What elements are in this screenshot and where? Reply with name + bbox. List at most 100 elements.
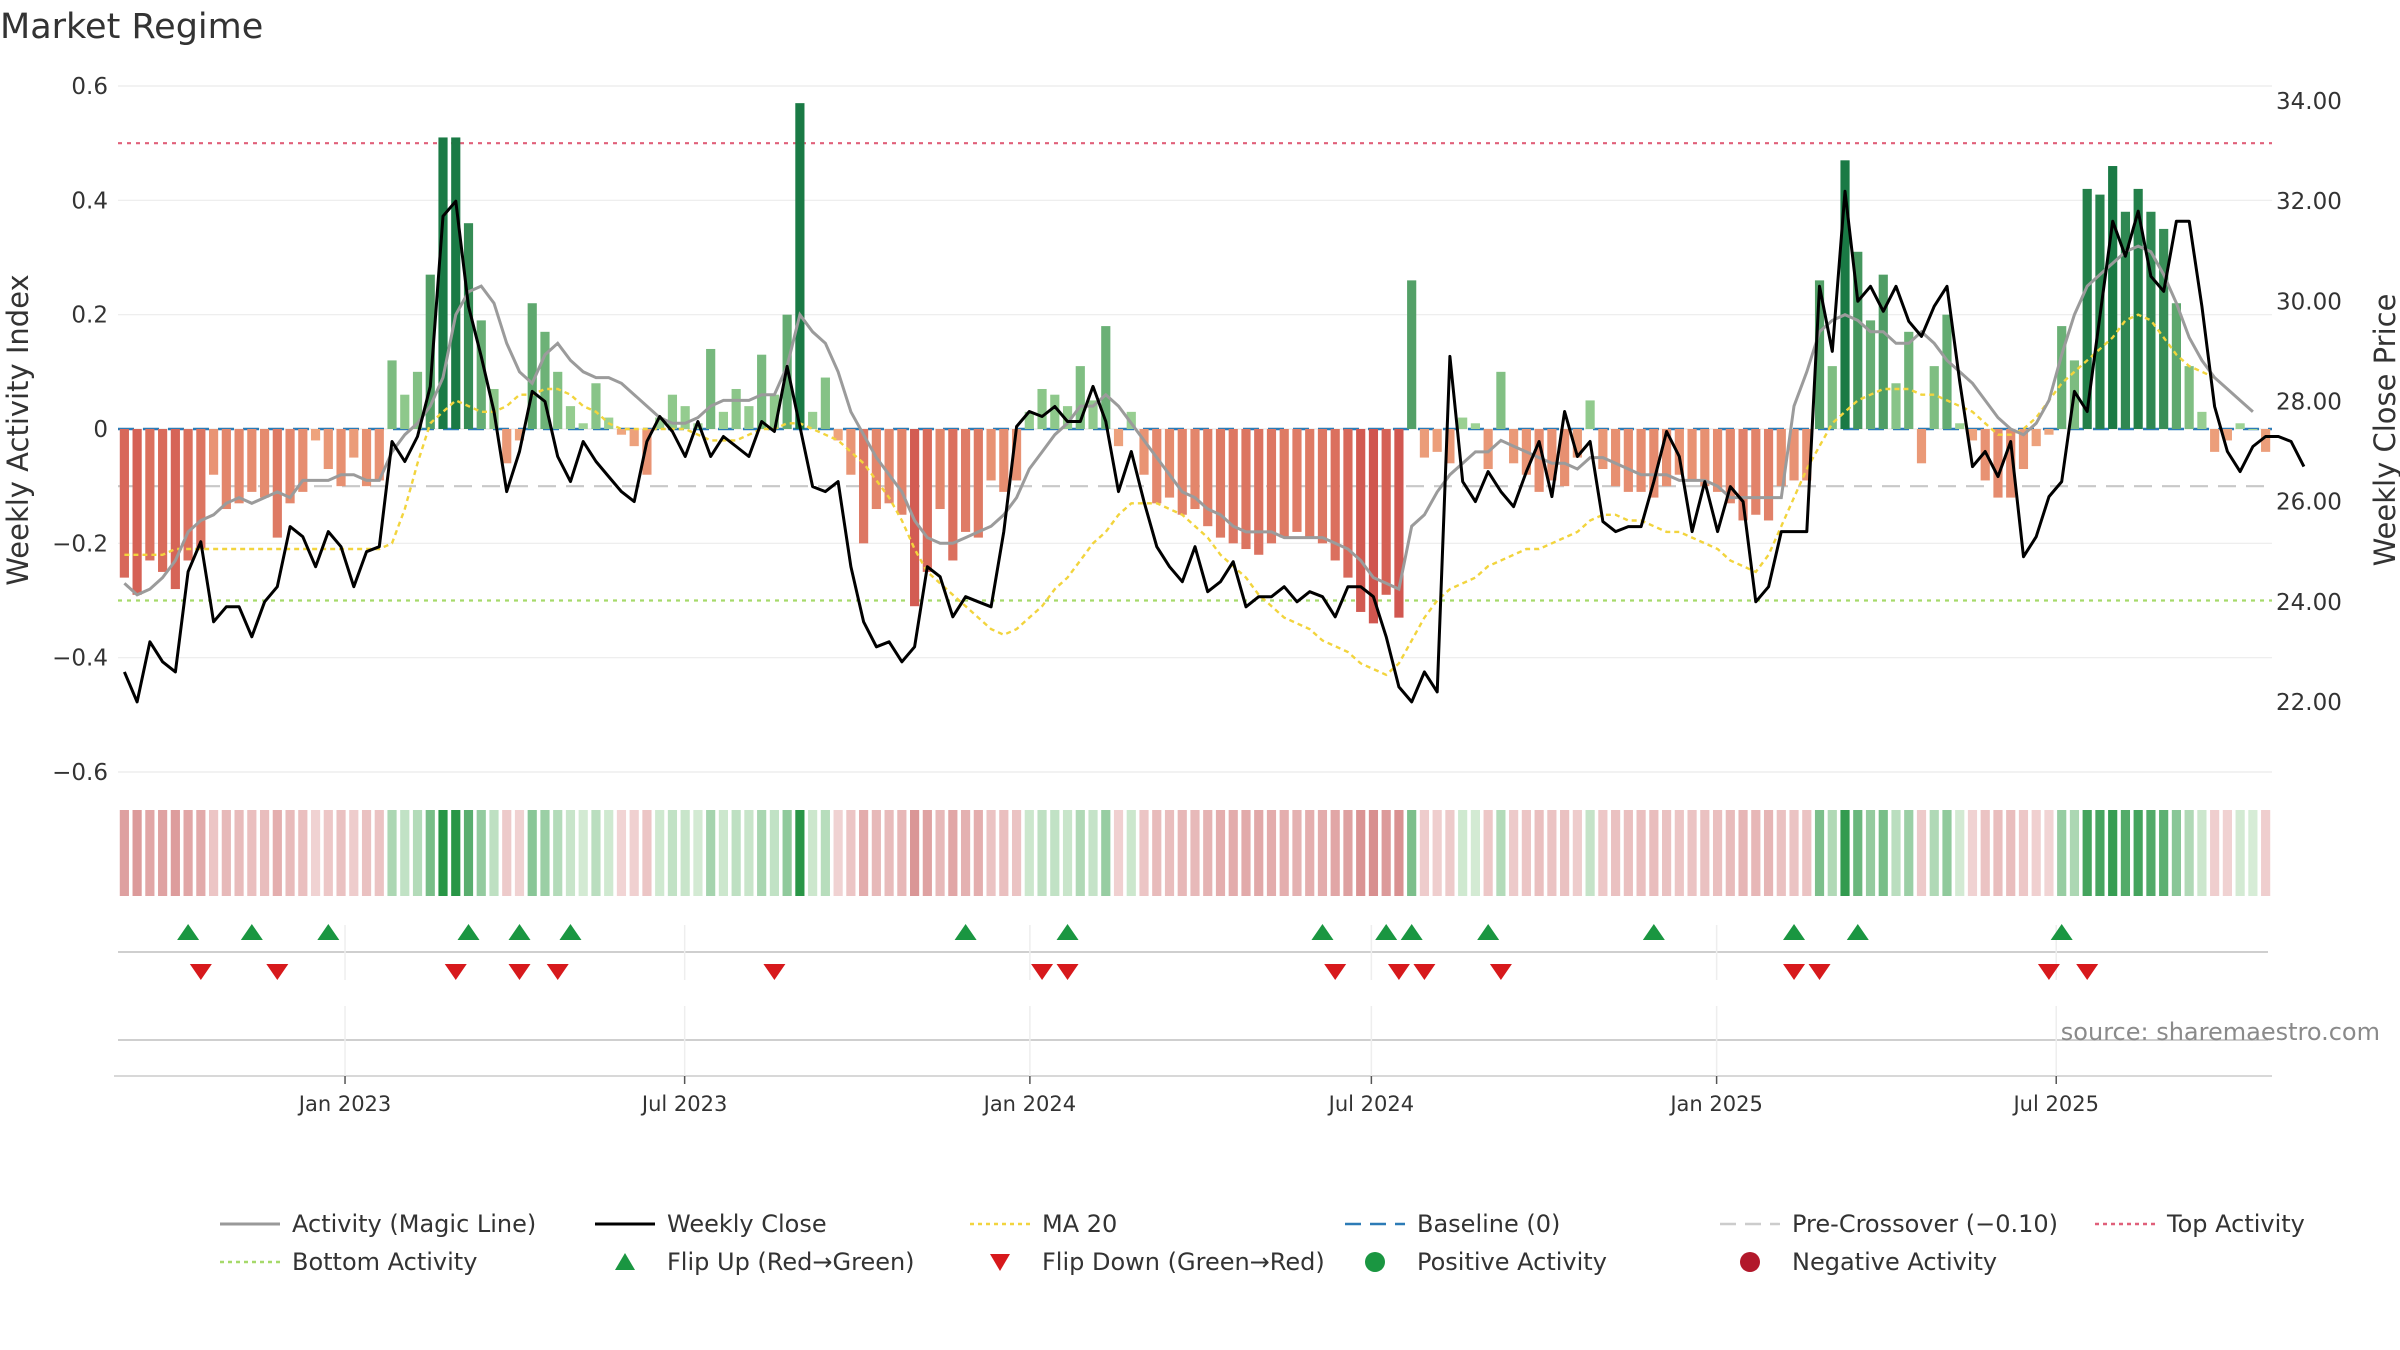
activity-bar bbox=[1483, 429, 1493, 470]
regime-cell bbox=[476, 810, 486, 896]
activity-bar bbox=[1011, 429, 1022, 481]
activity-bar bbox=[731, 388, 741, 429]
activity-bar bbox=[1381, 429, 1391, 595]
regime-cell bbox=[183, 810, 193, 896]
activity-bar bbox=[897, 429, 907, 515]
regime-cell bbox=[2235, 810, 2245, 896]
regime-cell bbox=[298, 810, 308, 896]
activity-bar bbox=[2120, 211, 2131, 429]
activity-bar bbox=[1585, 400, 1595, 429]
flip-up-marker bbox=[177, 924, 200, 940]
activity-bar bbox=[973, 429, 983, 538]
regime-cell bbox=[1062, 810, 1073, 896]
left-tick-label: −0.4 bbox=[52, 646, 108, 672]
activity-bar bbox=[2006, 429, 2016, 498]
activity-bar bbox=[1865, 320, 1876, 429]
regime-cell bbox=[1636, 810, 1646, 896]
activity-bar bbox=[769, 394, 779, 429]
regime-cell bbox=[1955, 810, 1965, 896]
activity-bar bbox=[1241, 429, 1251, 550]
regime-cell bbox=[642, 810, 652, 896]
activity-bar bbox=[1062, 406, 1073, 429]
flip-down-marker bbox=[266, 964, 289, 980]
regime-cell bbox=[1458, 810, 1468, 896]
regime-cell bbox=[1279, 810, 1289, 896]
activity-bar bbox=[1024, 411, 1034, 429]
activity-bar bbox=[247, 429, 257, 492]
activity-bar bbox=[1993, 429, 2003, 498]
regime-cell bbox=[1547, 810, 1557, 896]
activity-bar bbox=[1228, 429, 1238, 544]
activity-bar bbox=[960, 429, 971, 532]
legend-label: MA 20 bbox=[1042, 1210, 1117, 1238]
activity-bar bbox=[1687, 429, 1697, 481]
regime-cell bbox=[1075, 810, 1085, 896]
weekly-close-line bbox=[123, 189, 2306, 704]
activity-bar bbox=[170, 429, 180, 590]
series-lines bbox=[123, 189, 2306, 704]
activity-bar bbox=[298, 429, 308, 492]
activity-bar bbox=[2235, 423, 2245, 429]
regime-cell bbox=[2197, 810, 2207, 896]
regime-cell bbox=[1853, 810, 1863, 896]
regime-cell bbox=[2261, 810, 2271, 896]
regime-cell bbox=[2031, 810, 2041, 896]
regime-cell bbox=[1802, 810, 1812, 896]
regime-cell bbox=[1139, 810, 1149, 896]
activity-bar bbox=[1636, 429, 1646, 492]
right-tick-label: 34.00 bbox=[2276, 89, 2342, 115]
left-tick-label: 0 bbox=[93, 417, 108, 443]
activity-bar bbox=[680, 406, 690, 429]
flip-up-marker bbox=[1311, 924, 1334, 940]
regime-cell bbox=[1483, 810, 1493, 896]
activity-bar bbox=[1368, 429, 1379, 624]
activity-bar bbox=[2044, 429, 2054, 435]
flip-up-marker bbox=[2050, 924, 2073, 940]
activity-bar bbox=[1419, 429, 1430, 458]
regime-cell bbox=[2248, 810, 2258, 896]
activity-bar bbox=[1113, 429, 1124, 447]
regime-cell bbox=[259, 810, 270, 896]
activity-bar bbox=[323, 429, 333, 470]
regime-cell bbox=[1611, 810, 1621, 896]
flip-down-marker bbox=[1808, 964, 1831, 980]
activity-bar bbox=[833, 429, 843, 441]
flip-down-marker bbox=[1387, 964, 1410, 980]
regime-cell bbox=[540, 810, 550, 896]
regime-cell bbox=[744, 810, 754, 896]
flip-up-marker bbox=[954, 924, 977, 940]
regime-cell bbox=[833, 810, 843, 896]
activity-bar bbox=[463, 223, 474, 429]
activity-bar bbox=[1203, 429, 1213, 527]
activity-bar bbox=[1904, 331, 1914, 429]
regime-cell bbox=[1432, 810, 1442, 896]
regime-cell bbox=[1407, 810, 1417, 896]
regime-cell bbox=[221, 810, 231, 896]
regime-cell bbox=[1305, 810, 1315, 896]
activity-bar bbox=[935, 429, 945, 510]
activity-bar bbox=[591, 383, 601, 429]
activity-bar bbox=[1279, 429, 1289, 538]
activity-bar bbox=[1763, 429, 1774, 521]
flip-up-marker bbox=[1375, 924, 1398, 940]
regime-cell bbox=[1980, 810, 1990, 896]
ma20-line bbox=[124, 313, 2229, 677]
regime-cell bbox=[1916, 810, 1927, 896]
regime-cell bbox=[1521, 810, 1531, 896]
regime-cell bbox=[527, 810, 537, 896]
regime-cell bbox=[489, 810, 499, 896]
x-tick-label: Jul 2023 bbox=[640, 1092, 727, 1116]
activity-bar bbox=[1572, 429, 1582, 458]
legend-label: Negative Activity bbox=[1792, 1248, 1997, 1276]
regime-cell bbox=[1585, 810, 1595, 896]
regime-cell bbox=[1661, 810, 1672, 896]
regime-cell bbox=[731, 810, 741, 896]
regime-cell bbox=[2210, 810, 2220, 896]
activity-bar bbox=[1037, 388, 1047, 429]
flip-down-marker bbox=[1413, 964, 1436, 980]
activity-bar bbox=[948, 429, 958, 561]
left-tick-label: 0.6 bbox=[71, 74, 108, 100]
regime-cell bbox=[1164, 810, 1175, 896]
regime-cell bbox=[1113, 810, 1124, 896]
regime-cell bbox=[425, 810, 435, 896]
